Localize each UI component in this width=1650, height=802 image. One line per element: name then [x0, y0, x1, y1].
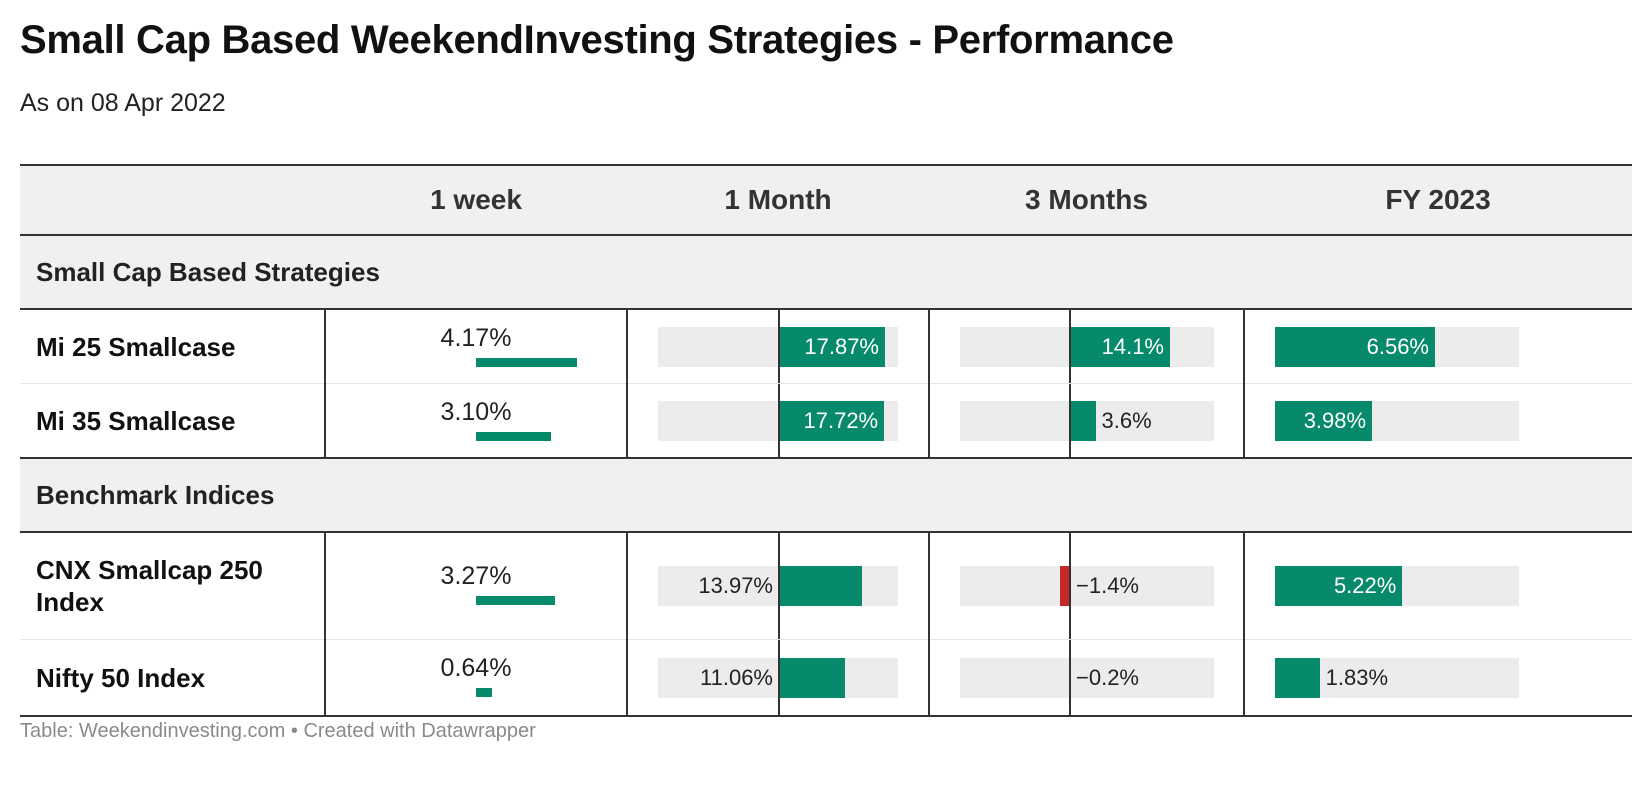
month-cell: 13.97%: [626, 532, 929, 640]
table-row: Mi 35 Smallcase 3.10% 17.72% 3.6% 3.98%: [20, 383, 1632, 459]
fy-cell: 5.22%: [1243, 532, 1632, 640]
fy-bar-cell: 3.98%: [1245, 384, 1632, 457]
table-row: CNX Smallcap 250 Index 3.27% 13.97% −1.4…: [20, 532, 1632, 640]
week-bar: [476, 432, 552, 441]
section-label: Small Cap Based Strategies: [20, 235, 1632, 310]
row-name: Nifty 50 Index: [20, 639, 325, 717]
week-value-bar: 3.27%: [326, 533, 626, 639]
bar-value: 17.87%: [804, 334, 879, 359]
zero-axis: [778, 310, 780, 383]
bar-fill: [779, 566, 862, 606]
bar-value: 3.6%: [1101, 408, 1152, 433]
header-fy-2023: FY 2023: [1244, 164, 1632, 236]
month-cell: 17.72%: [626, 383, 929, 459]
month-cell: 17.87%: [626, 309, 929, 384]
month-bar-cell: 11.06%: [628, 640, 928, 715]
bar-track: [960, 658, 1214, 698]
week-bar: [476, 596, 556, 605]
zero-axis: [1069, 384, 1071, 457]
bar-value: 6.56%: [1366, 334, 1429, 359]
three-months-bar-cell: 3.6%: [930, 384, 1243, 457]
bar-value: −1.4%: [1076, 573, 1139, 598]
row-name: Mi 35 Smallcase: [20, 383, 325, 459]
chart-title: Small Cap Based WeekendInvesting Strateg…: [20, 18, 1174, 62]
bar-fill: [1070, 401, 1096, 441]
zero-axis: [778, 384, 780, 457]
bar-value: 11.06%: [700, 665, 773, 690]
week-value: 0.64%: [440, 654, 512, 682]
bar-fill: [779, 401, 885, 441]
fy-cell: 6.56%: [1243, 309, 1632, 384]
zero-axis: [1069, 310, 1071, 383]
month-bar-cell: 13.97%: [628, 533, 928, 639]
bar-fill: [1275, 327, 1435, 367]
table-row: Mi 25 Smallcase 4.17% 17.87% 14.1% 6.56%: [20, 309, 1632, 384]
zero-axis: [1069, 533, 1071, 639]
zero-axis: [778, 640, 780, 715]
fy-bar-cell: 5.22%: [1245, 533, 1632, 639]
week-value-bar: 0.64%: [326, 640, 626, 715]
header-1-month: 1 Month: [627, 164, 929, 236]
week-cell: 0.64%: [324, 639, 627, 717]
week-value-bar: 3.10%: [326, 384, 626, 457]
week-value-bar: 4.17%: [326, 310, 626, 383]
bar-track: [960, 566, 1214, 606]
three-months-cell: −0.2%: [928, 639, 1244, 717]
three-months-bar-cell: −1.4%: [930, 533, 1243, 639]
bar-fill: [1060, 566, 1070, 606]
fy-cell: 3.98%: [1243, 383, 1632, 459]
bar-value: 5.22%: [1333, 573, 1397, 598]
bar-value: 17.72%: [803, 408, 879, 433]
performance-table: 1 week 1 Month 3 Months FY 2023 Small Ca…: [20, 164, 1632, 717]
bar-fill: [779, 327, 885, 367]
bar-fill: [1275, 658, 1320, 698]
fy-bar-cell: 1.83%: [1245, 640, 1632, 715]
bar-fill: [1275, 401, 1373, 441]
three-months-bar-cell: 14.1%: [930, 310, 1243, 383]
row-name: CNX Smallcap 250 Index: [20, 532, 325, 640]
bar-fill: [1275, 566, 1403, 606]
bar-value: 14.1%: [1101, 334, 1164, 359]
chart-footer: Table: Weekendinvesting.com • Created wi…: [20, 720, 536, 742]
week-bar: [476, 358, 577, 367]
month-cell: 11.06%: [626, 639, 929, 717]
week-cell: 4.17%: [324, 309, 627, 384]
bar-value: 1.83%: [1325, 665, 1389, 690]
week-value: 4.17%: [440, 324, 512, 352]
bar-value: −0.2%: [1076, 665, 1139, 690]
week-bar: [476, 688, 492, 697]
week-value: 3.10%: [440, 398, 512, 426]
fy-cell: 1.83%: [1243, 639, 1632, 717]
section-row: Small Cap Based Strategies: [20, 235, 1632, 310]
section-row: Benchmark Indices: [20, 458, 1632, 533]
bar-value: 13.97%: [698, 573, 773, 598]
section-label: Benchmark Indices: [20, 458, 1632, 533]
header-row: 1 week 1 Month 3 Months FY 2023: [20, 164, 1632, 236]
bar-value: 3.98%: [1303, 408, 1367, 433]
week-cell: 3.27%: [324, 532, 627, 640]
zero-axis: [1069, 640, 1071, 715]
week-cell: 3.10%: [324, 383, 627, 459]
row-name: Mi 25 Smallcase: [20, 309, 325, 384]
header-name: [20, 164, 325, 236]
fy-bar-cell: 6.56%: [1245, 310, 1632, 383]
week-value: 3.27%: [440, 562, 512, 590]
three-months-cell: 3.6%: [928, 383, 1244, 459]
three-months-cell: 14.1%: [928, 309, 1244, 384]
chart-subtitle: As on 08 Apr 2022: [20, 89, 226, 117]
header-3-months: 3 Months: [929, 164, 1244, 236]
table-row: Nifty 50 Index 0.64% 11.06% −0.2% 1.83%: [20, 639, 1632, 717]
three-months-bar-cell: −0.2%: [930, 640, 1243, 715]
three-months-cell: −1.4%: [928, 532, 1244, 640]
header-1-week: 1 week: [325, 164, 627, 236]
month-bar-cell: 17.72%: [628, 384, 928, 457]
month-bar-cell: 17.87%: [628, 310, 928, 383]
bar-fill: [779, 658, 845, 698]
bar-fill: [1070, 327, 1170, 367]
zero-axis: [778, 533, 780, 639]
